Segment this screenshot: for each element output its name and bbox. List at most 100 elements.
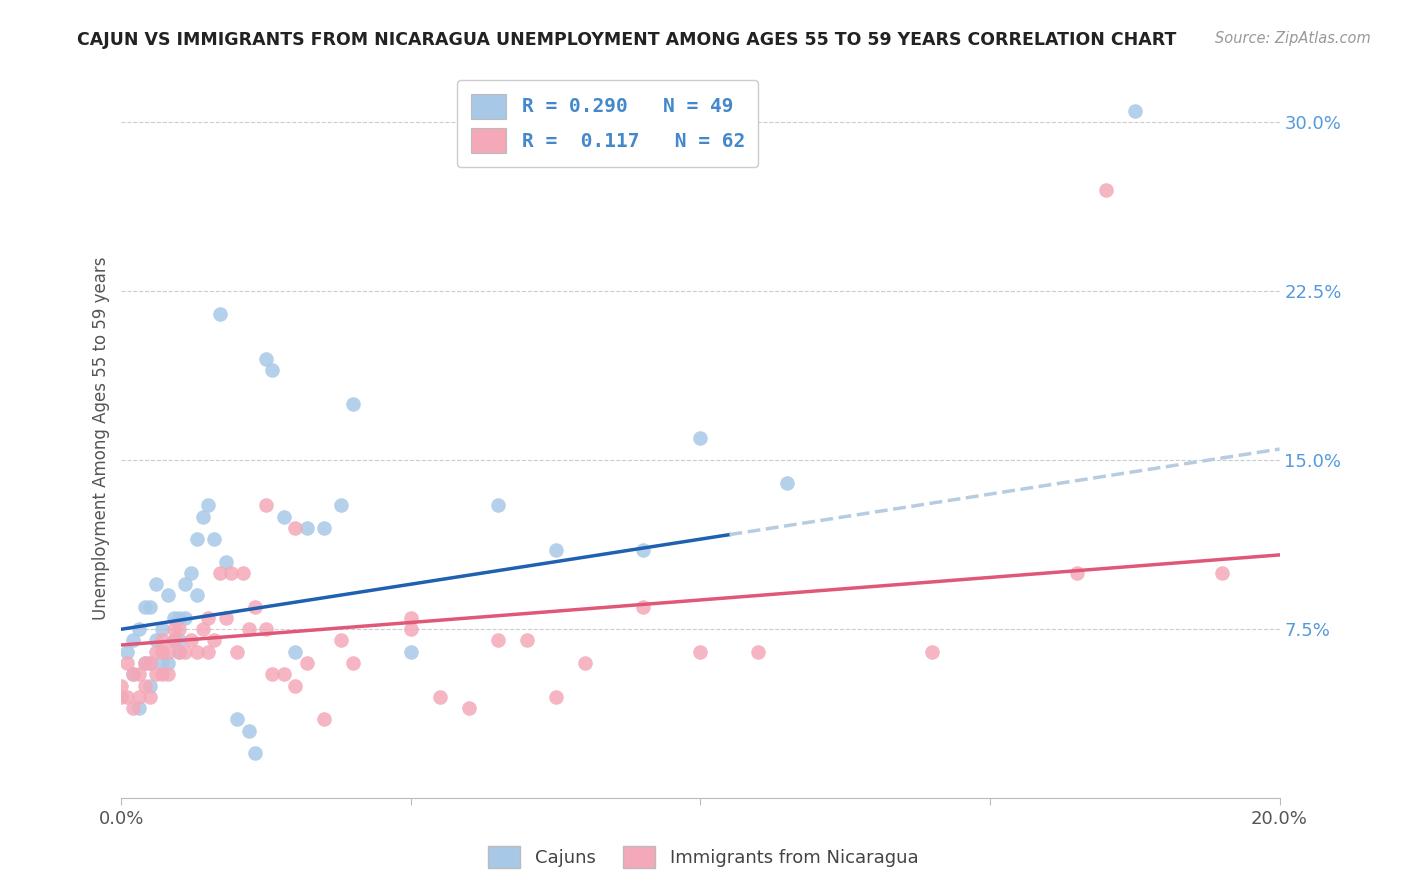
Point — [169, 645, 191, 659]
Point — [128, 622, 150, 636]
Point — [202, 532, 225, 546]
Text: CAJUN VS IMMIGRANTS FROM NICARAGUA UNEMPLOYMENT AMONG AGES 55 TO 59 YEARS CORREL: CAJUN VS IMMIGRANTS FROM NICARAGUA UNEMP… — [77, 31, 1177, 49]
Point — [156, 667, 179, 681]
Point — [128, 690, 150, 704]
Point — [226, 712, 249, 726]
Point — [115, 690, 138, 704]
Point — [399, 622, 422, 636]
Point — [254, 622, 277, 636]
Point — [215, 555, 238, 569]
Point — [122, 667, 145, 681]
Point — [238, 723, 260, 738]
Point — [486, 633, 509, 648]
Point — [174, 577, 197, 591]
Point — [314, 712, 336, 726]
Point — [342, 397, 364, 411]
Point — [202, 633, 225, 648]
Point — [226, 645, 249, 659]
Point — [134, 599, 156, 614]
Point — [169, 645, 191, 659]
Point — [122, 667, 145, 681]
Point — [115, 645, 138, 659]
Point — [921, 645, 943, 659]
Point — [314, 521, 336, 535]
Point — [273, 509, 295, 524]
Point — [134, 679, 156, 693]
Point — [139, 599, 162, 614]
Point — [254, 351, 277, 366]
Point — [1066, 566, 1088, 580]
Point — [243, 599, 266, 614]
Point — [399, 611, 422, 625]
Point — [254, 499, 277, 513]
Point — [150, 645, 173, 659]
Point — [174, 645, 197, 659]
Point — [162, 611, 184, 625]
Point — [186, 645, 208, 659]
Point — [689, 645, 711, 659]
Text: Source: ZipAtlas.com: Source: ZipAtlas.com — [1215, 31, 1371, 46]
Point — [128, 667, 150, 681]
Point — [208, 307, 231, 321]
Legend: Cajuns, Immigrants from Nicaragua: Cajuns, Immigrants from Nicaragua — [477, 835, 929, 879]
Point — [145, 577, 167, 591]
Point — [747, 645, 769, 659]
Point — [162, 633, 184, 648]
Point — [221, 566, 243, 580]
Point — [197, 499, 219, 513]
Point — [544, 543, 567, 558]
Point — [169, 622, 191, 636]
Point — [145, 645, 167, 659]
Point — [486, 499, 509, 513]
Point — [145, 633, 167, 648]
Point — [1211, 566, 1233, 580]
Point — [169, 633, 191, 648]
Point — [330, 633, 353, 648]
Point — [110, 679, 132, 693]
Point — [776, 475, 799, 490]
Point — [180, 633, 202, 648]
Point — [150, 667, 173, 681]
Point — [128, 701, 150, 715]
Point — [122, 701, 145, 715]
Y-axis label: Unemployment Among Ages 55 to 59 years: Unemployment Among Ages 55 to 59 years — [93, 256, 110, 620]
Point — [162, 622, 184, 636]
Point — [156, 645, 179, 659]
Point — [342, 656, 364, 670]
Point — [631, 599, 654, 614]
Point — [162, 633, 184, 648]
Point — [284, 645, 307, 659]
Point — [689, 431, 711, 445]
Point — [284, 521, 307, 535]
Point — [544, 690, 567, 704]
Point — [260, 363, 283, 377]
Point — [1123, 104, 1146, 119]
Point — [156, 589, 179, 603]
Point — [169, 611, 191, 625]
Point — [134, 656, 156, 670]
Point — [208, 566, 231, 580]
Point — [139, 656, 162, 670]
Point — [273, 667, 295, 681]
Point — [150, 633, 173, 648]
Point — [197, 645, 219, 659]
Point — [516, 633, 538, 648]
Point — [191, 509, 214, 524]
Point — [215, 611, 238, 625]
Point — [150, 622, 173, 636]
Point — [238, 622, 260, 636]
Point — [156, 656, 179, 670]
Point — [197, 611, 219, 625]
Point — [174, 611, 197, 625]
Point — [284, 679, 307, 693]
Point — [180, 566, 202, 580]
Point — [631, 543, 654, 558]
Point — [139, 656, 162, 670]
Point — [110, 690, 132, 704]
Point — [1095, 183, 1118, 197]
Point — [139, 679, 162, 693]
Point — [429, 690, 451, 704]
Point — [232, 566, 254, 580]
Point — [186, 589, 208, 603]
Point — [191, 622, 214, 636]
